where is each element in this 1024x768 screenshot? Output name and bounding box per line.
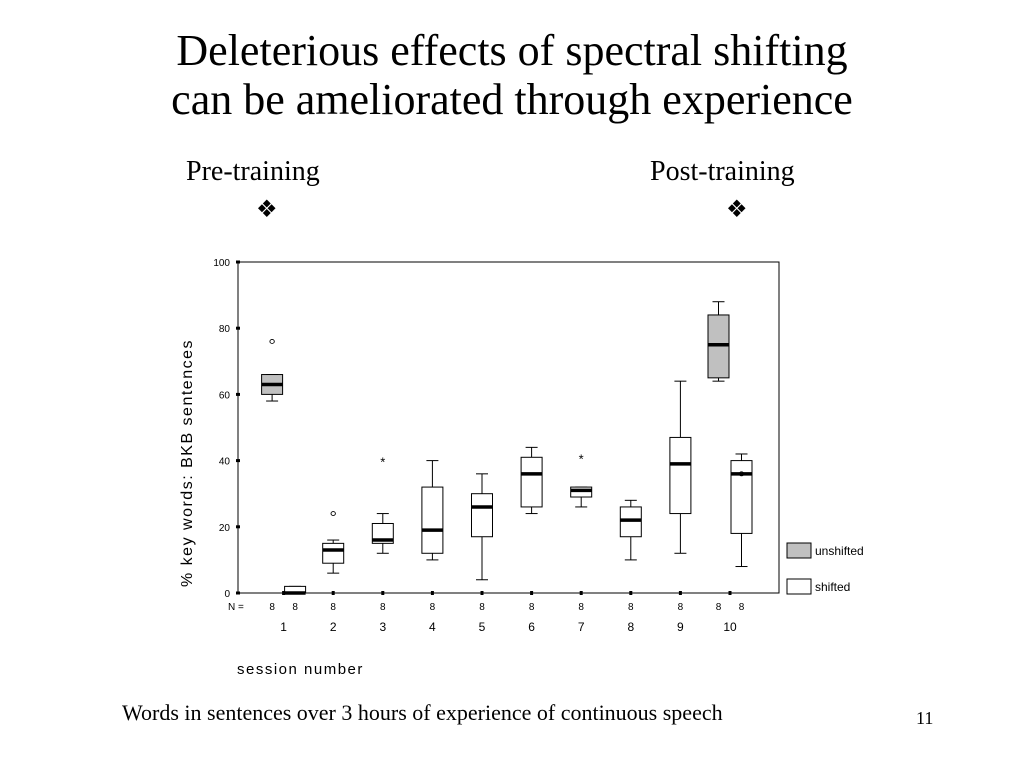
outlier-circle (330, 511, 336, 517)
box-group: * * (261, 301, 753, 595)
box-iqr (730, 460, 753, 534)
n-count-value: 8 (628, 602, 634, 613)
box-plot-session-5-shifted (471, 473, 493, 581)
legend-label-unshifted: unshifted (815, 544, 864, 558)
box-plot-session-10-shifted (730, 453, 753, 568)
x-tick-mark (480, 591, 484, 595)
x-tick-label: 9 (677, 620, 684, 634)
box-iqr (669, 436, 692, 515)
outlier-circle (269, 338, 275, 344)
box-plot-session-10-unshifted (707, 301, 730, 382)
slide-caption: Words in sentences over 3 hours of exper… (122, 700, 723, 725)
y-tick-label: 60 (219, 390, 231, 401)
x-tick-mark (678, 591, 682, 595)
box-iqr (520, 456, 543, 508)
slide-title-line-1: Deleterious effects of spectral shifting (176, 26, 848, 75)
n-count-row: N = 8 8 8 8 8 8 8 8 8 8 8 8 (228, 602, 745, 613)
x-tick-label: 2 (330, 620, 337, 634)
legend: unshifted shifted (786, 542, 864, 595)
x-tick-mark (530, 591, 534, 595)
box-plot-session-2-shifted (322, 511, 345, 574)
y-tick-label: 40 (219, 457, 231, 468)
y-tick-label: 0 (224, 589, 230, 600)
box-iqr (322, 542, 345, 564)
x-axis-label: session number (237, 661, 364, 678)
legend-label-shifted: shifted (815, 580, 850, 594)
extreme-asterisk: * (380, 455, 385, 470)
x-tick-mark (629, 591, 633, 595)
x-tick-mark (728, 591, 732, 595)
box-iqr (471, 493, 493, 538)
y-tick-mark (236, 260, 240, 264)
n-count-value: 8 (529, 602, 535, 613)
n-count-value: 8 (479, 602, 485, 613)
y-axis-label: % key words: BKB sentences (179, 339, 196, 587)
x-tick-mark (381, 591, 385, 595)
pre-training-label: Pre-training (186, 156, 320, 187)
y-tick-mark (236, 525, 240, 529)
legend-swatch-unshifted (786, 542, 812, 559)
y-tick-label: 100 (213, 258, 230, 269)
x-tick-mark (331, 591, 335, 595)
box-plot-session-3-shifted: * (371, 455, 394, 554)
outlier-circle (738, 471, 745, 477)
x-tick-label: 8 (627, 620, 634, 634)
pre-training-diamond-icon: ❖ (256, 197, 278, 223)
x-tick-mark (430, 591, 434, 595)
n-count-value: 8 (578, 602, 584, 613)
n-count-value: 8 (380, 602, 386, 613)
slide-number: 11 (916, 708, 934, 728)
n-count-label: N = (228, 602, 244, 613)
box-plot-session-8-shifted (619, 499, 642, 561)
box-plot-session-1-unshifted (261, 338, 284, 402)
box-plot-session-6-shifted (520, 446, 543, 515)
n-count-value: 8 (716, 602, 722, 613)
x-tick-label: 3 (379, 620, 386, 634)
slide-title-line-2: can be ameliorated through experience (171, 75, 853, 124)
n-count-value: 8 (330, 602, 336, 613)
extreme-asterisk: * (579, 451, 584, 466)
x-axis: 1 2 3 4 5 6 7 8 9 10 (280, 591, 737, 634)
n-count-value: 8 (678, 602, 684, 613)
x-tick-label: 4 (429, 620, 436, 634)
y-tick-label: 80 (219, 324, 231, 335)
slide-title: Deleterious effects of spectral shifting… (0, 26, 1024, 124)
post-training-diamond-icon: ❖ (726, 197, 748, 223)
x-tick-label: 7 (578, 620, 585, 634)
box-plot-session-7-shifted: * (570, 451, 593, 508)
x-tick-label: 5 (479, 620, 486, 634)
y-tick-mark (236, 459, 240, 463)
n-count-value: 8 (739, 602, 745, 613)
x-tick-label: 6 (528, 620, 535, 634)
box-iqr (421, 486, 444, 554)
y-tick-mark (236, 392, 240, 396)
n-count-value: 8 (292, 602, 298, 613)
y-tick-label: 20 (219, 523, 231, 534)
legend-swatch-shifted (786, 578, 812, 595)
y-tick-mark (236, 326, 240, 330)
x-tick-mark (579, 591, 583, 595)
x-tick-mark (282, 591, 286, 595)
y-axis: 0 20 40 60 80 100 (213, 258, 240, 600)
n-count-value: 8 (430, 602, 436, 613)
n-count-value: 8 (269, 602, 275, 613)
plot-frame (237, 261, 780, 594)
y-tick-mark (236, 591, 240, 595)
box-plot-session-4-shifted (421, 460, 444, 561)
x-tick-label: 10 (723, 620, 737, 634)
box-plot-session-1-shifted (284, 585, 307, 595)
x-tick-label: 1 (280, 620, 287, 634)
box-plot-session-9-shifted (669, 380, 692, 554)
post-training-label: Post-training (650, 156, 795, 187)
